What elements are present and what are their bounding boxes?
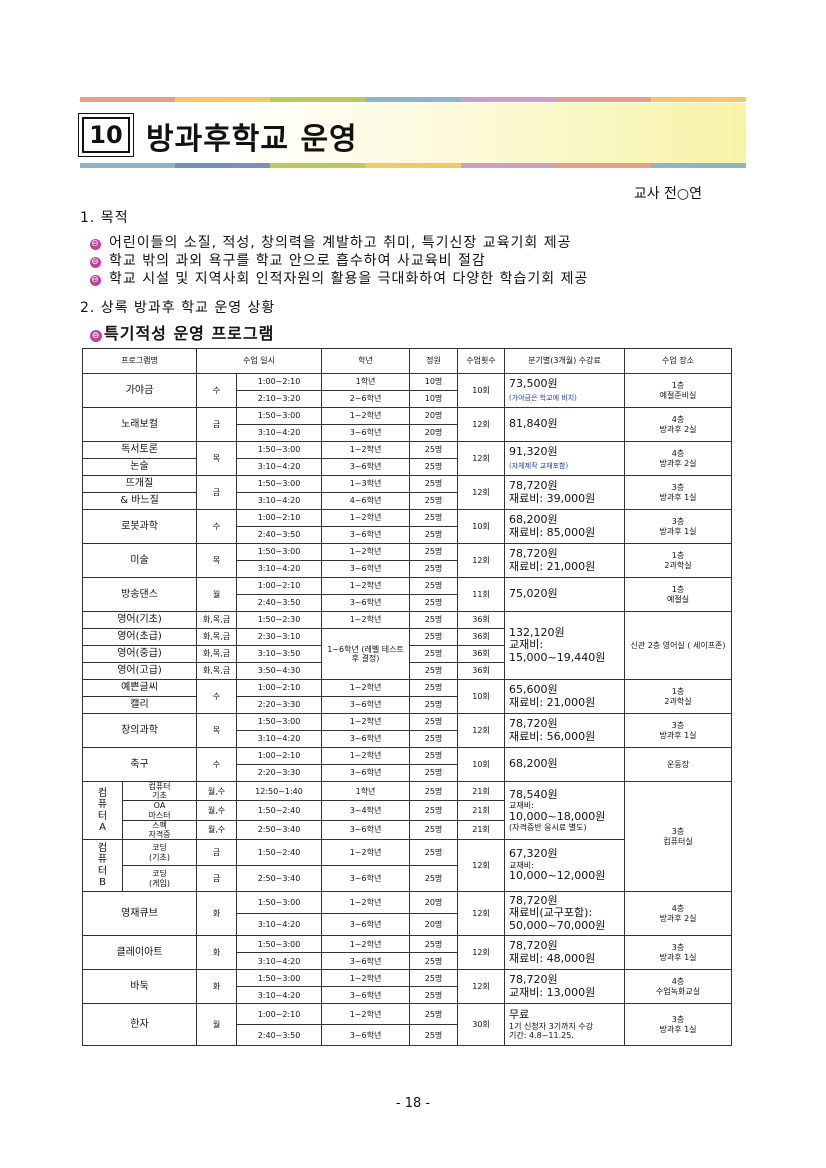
table-header: 프로그램명 수업 일시 학년 정원 수업횟수 분기별(3개월) 수강료 수업 장… bbox=[82, 348, 733, 374]
table-row: 예쁜글씨 수 1:00~2:10 1~2학년 25명 10회 65,600원 재료… bbox=[82, 679, 733, 714]
table-row: 영어(기초) 화,목,금 1:50~2:30 1~2학년 25명 36회 132… bbox=[82, 611, 733, 680]
table-row: 스펙 자격증 월,수 2:50~3:40 3~6학년 25명 21회 bbox=[83, 819, 732, 841]
program-table: 프로그램명 수업 일시 학년 정원 수업횟수 분기별(3개월) 수강료 수업 장… bbox=[82, 348, 733, 1047]
teacher-name: 교사 전○연 bbox=[633, 186, 702, 202]
table-row: 로봇과학 수 1:00~2:10 1~2학년 25명 10회 68,200원 재료… bbox=[82, 509, 733, 544]
minus-circle-icon: ⊖ bbox=[90, 275, 101, 286]
table-row: 노래보컬 금 1:50~3:00 1~2학년 20명 12회 81,840원 4… bbox=[82, 407, 733, 442]
table-row: 3:10~4:20 3~6학년 25명 bbox=[83, 952, 732, 971]
table-row: 3:10~4:20 3~6학년 20명 bbox=[83, 913, 732, 937]
table-row: 2:10~3:20 2~6학년 10명 bbox=[83, 390, 732, 408]
table-row: 3:10~4:20 3~6학년 25명 bbox=[83, 730, 732, 748]
purpose-item: ⊖ 학교 시설 및 지역사회 인적자원의 활용을 극대화하여 다양한 학습기회 제… bbox=[90, 271, 589, 287]
table-row: 축구 수 1:00~2:10 1~2학년 25명 10회 68,200원 운동장 bbox=[82, 747, 733, 782]
minus-circle-icon: ⊖ bbox=[90, 257, 101, 268]
table-row: 클레이아트 화 1:50~3:00 1~2학년 25명 12회 78,720원 재… bbox=[82, 935, 733, 971]
table-row: 한자 월 1:00~2:10 1~2학년 25명 30회 무료 1기 신청자 3기… bbox=[82, 1003, 733, 1047]
purpose-item: ⊖ 어린이들의 소질, 적성, 창의력을 계발하고 취미, 특기신장 교육기회 제… bbox=[90, 235, 572, 251]
table-row: 컴 퓨 터 B 코딩 (기초) 금 1:50~2:40 1~2학년 25명 12… bbox=[82, 839, 732, 893]
minus-circle-icon: ⊖ bbox=[90, 330, 102, 342]
table-row: 2:20~3:30 3~6학년 25명 bbox=[83, 764, 732, 782]
table-row: 2:40~3:50 3~6학년 25명 bbox=[83, 1024, 732, 1047]
table-row: 독서토론 목 1:50~3:00 1~2학년 25명 12회 91,320원 (자… bbox=[82, 441, 733, 476]
page-number: - 18 - bbox=[395, 1096, 431, 1111]
table-row: 가야금 수 1:00~2:10 1학년 10명 10회 73,500원 (가야금은… bbox=[82, 373, 733, 408]
table-row: & 바느질 3:10~4:20 4~6학년 25명 bbox=[82, 492, 732, 510]
table-row: OA 마스터 월,수 1:50~2:40 3~4학년 25명 21회 bbox=[83, 800, 732, 821]
top-color-bar bbox=[80, 97, 746, 102]
table-row: 컴 퓨 터 A 컴퓨터 기초 월,수 12:50~1:40 1학년 25명 21… bbox=[82, 780, 733, 893]
table-row: 영재큐브 화 1:50~3:00 1~2학년 20명 12회 78,720원 재료… bbox=[82, 891, 733, 937]
table-row: 바둑 화 1:50~3:00 1~2학년 25명 12회 78,720원 교재비:… bbox=[82, 969, 733, 1005]
table-row: 영어(중급) 화,목,금 3:10~3:50 25명 36회 bbox=[82, 645, 732, 663]
table-row: 영어(초급) 화,목,금 2:30~3:10 1~6학년 (레벨 테스트 후 결… bbox=[82, 628, 732, 680]
purpose-item: ⊖ 학교 밖의 과외 욕구를 학교 안으로 흡수하여 사교육비 절감 bbox=[90, 253, 486, 269]
table-row: 창의과학 목 1:50~3:00 1~2학년 25명 12회 78,720원 재료… bbox=[82, 713, 733, 748]
minus-circle-icon: ⊖ bbox=[90, 239, 101, 250]
title-banner bbox=[80, 103, 746, 165]
section-status: 2. 상록 방과후 학교 운영 상황 bbox=[80, 300, 276, 316]
table-row: 미술 목 1:50~3:00 1~2학년 25명 12회 78,720원 재료비:… bbox=[82, 543, 733, 578]
page-title: 방과후학교 운영 bbox=[146, 122, 358, 157]
table-row: 3:10~4:20 3~6학년 25명 bbox=[83, 986, 732, 1005]
section-purpose: 1. 목적 bbox=[80, 210, 129, 226]
table-row: 방송댄스 월 1:00~2:10 1~2학년 25명 11회 75,020원 1… bbox=[82, 577, 733, 612]
table-row: 코딩 (게임) 금 2:50~3:40 3~6학년 25명 bbox=[83, 865, 732, 893]
table-row: 2:40~3:50 3~6학년 25명 bbox=[83, 594, 732, 612]
bottom-color-bar bbox=[80, 163, 746, 168]
program-subheading: ⊖ 특기적성 운영 프로그램 bbox=[90, 324, 275, 343]
table-row: 영어(고급) 화,목,금 3:50~4:30 25명 36회 bbox=[82, 662, 732, 680]
table-row: 뜨개질 금 1:50~3:00 1~3학년 25명 12회 78,720원 재료비… bbox=[82, 475, 733, 510]
chapter-number: 10 bbox=[82, 117, 130, 153]
